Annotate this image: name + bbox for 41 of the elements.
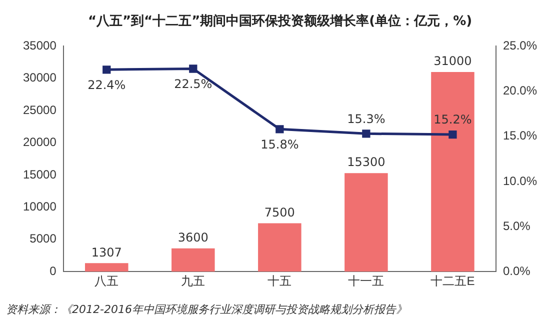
y2-tick-label: 20.0%: [502, 84, 538, 98]
bar: [172, 248, 215, 272]
data-label: 7500: [264, 205, 295, 220]
data-label: 15.3%: [347, 112, 386, 126]
point: [189, 64, 198, 73]
bar: [258, 223, 302, 272]
y-tick-label: 25000: [22, 102, 57, 117]
point: [362, 130, 370, 138]
data-label: 15.2%: [434, 112, 472, 127]
data-label: 15300: [347, 155, 386, 170]
point: [448, 130, 457, 139]
y2-tick-label: 15.0%: [502, 128, 538, 143]
data-label: 22.4%: [88, 78, 126, 92]
data-label: 22.5%: [174, 76, 212, 91]
x-tick-label: 八五: [94, 274, 119, 288]
y-tick-label: 30000: [22, 70, 57, 85]
text: 资料来源：《2012-2016年中国环境服务行业深度调研与投资战略规划分析报告》: [6, 302, 407, 317]
y-tick-label: 0: [50, 264, 57, 278]
chart-title: “八五”到“十二五”期间中国环保投资额级增长率(单位：亿元，%): [86, 12, 474, 30]
data-label: 1307: [91, 245, 122, 260]
point: [102, 66, 111, 74]
y2-tick-label: 0.0%: [502, 264, 531, 278]
data-label: 15.8%: [260, 137, 299, 152]
y2-tick-label: 10.0%: [502, 174, 538, 188]
x-tick-label: 十一五: [348, 274, 384, 288]
y2-tick-label: 25.0%: [502, 38, 538, 53]
y-tick-label: 10000: [22, 200, 57, 214]
point: [276, 125, 284, 134]
y2-tick-label: 5.0%: [502, 218, 531, 233]
bar: [344, 173, 388, 272]
x-tick-label: 九五: [181, 274, 206, 288]
y-tick-label: 35000: [22, 38, 57, 53]
data-label: 3600: [178, 230, 208, 245]
y-tick-label: 15000: [22, 167, 57, 182]
data-label: 31000: [434, 54, 472, 68]
bar: [431, 72, 474, 272]
x-tick-label: 十五: [268, 274, 292, 288]
bar: [85, 263, 128, 272]
y-tick-label: 5000: [30, 232, 57, 246]
y-tick-label: 20000: [22, 135, 57, 150]
x-tick-label: 十二五E: [430, 274, 475, 288]
